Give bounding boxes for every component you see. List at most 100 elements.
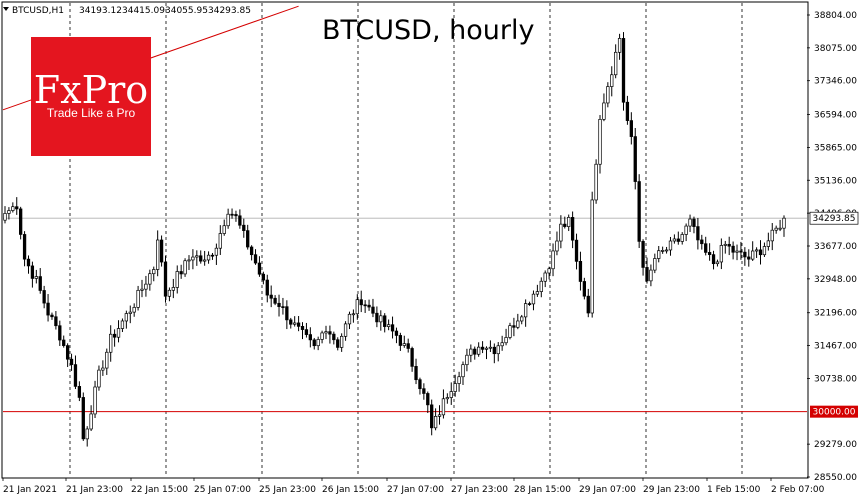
candle-body	[684, 225, 688, 235]
candle-body	[715, 261, 720, 265]
candle-body	[22, 234, 27, 260]
candle-body	[249, 246, 254, 256]
candle-body	[116, 328, 121, 338]
candle-body	[242, 224, 246, 231]
candle-body	[281, 306, 285, 308]
price-tick-label: 29279.00	[814, 440, 857, 450]
time-tick-label: 28 Jan 15:00	[514, 485, 571, 495]
candle-body	[34, 276, 38, 279]
candle-body	[296, 322, 301, 327]
candle-body	[394, 330, 399, 336]
ohlc-close: 34293.85	[208, 6, 251, 16]
ohlc-high: 34415.09	[122, 6, 165, 16]
candle-body	[367, 304, 371, 308]
candle-body	[179, 271, 183, 275]
candle-body	[93, 386, 97, 415]
candle-body	[543, 272, 547, 282]
current-price-tag: 34293.85	[809, 211, 859, 225]
logo-brand-text: FxPro	[34, 68, 148, 112]
candle-body	[621, 38, 626, 103]
candle-body	[668, 240, 673, 251]
candle-body	[539, 280, 543, 292]
ohlc-open: 34193.12	[79, 6, 122, 16]
candle-body	[480, 346, 485, 350]
candle-body	[347, 313, 352, 325]
time-tick-label: 25 Jan 23:00	[259, 485, 316, 495]
ohlc-low: 34055.95	[165, 6, 208, 16]
candle-body	[253, 254, 258, 264]
candle-body	[445, 397, 449, 400]
plot-frame	[1, 1, 809, 479]
candle-body	[406, 343, 410, 349]
candle-body	[257, 262, 262, 275]
price-tick-label: 31467.00	[814, 342, 857, 352]
candle-body	[136, 289, 140, 308]
candle-body	[633, 136, 637, 182]
candle-body	[163, 261, 168, 297]
candle-body	[69, 358, 74, 365]
candle-body	[707, 252, 712, 255]
candle-body	[402, 343, 406, 346]
candle-body	[598, 119, 602, 165]
candle-body	[758, 249, 763, 256]
candle-body	[457, 376, 461, 384]
price-tick-label: 36594.00	[814, 111, 857, 121]
price-tick-label: 32948.00	[814, 275, 857, 285]
candle-body	[26, 258, 31, 267]
candle-body	[465, 354, 469, 366]
candle-body	[3, 213, 7, 221]
candle-body	[109, 333, 113, 353]
candle-body	[492, 346, 496, 355]
candle-body	[159, 239, 164, 263]
candle-body	[625, 101, 630, 121]
candle-body	[101, 367, 105, 371]
price-tick-label: 35136.00	[814, 176, 857, 186]
candle-body	[30, 265, 35, 279]
candle-body	[469, 348, 473, 356]
candle-body	[672, 238, 677, 242]
candle-body	[617, 38, 622, 53]
candle-body	[85, 428, 89, 440]
candle-body	[567, 217, 571, 227]
candle-body	[175, 271, 179, 288]
candle-body	[246, 230, 250, 248]
candle-body	[700, 239, 704, 245]
time-tick-label: 25 Jan 07:00	[194, 485, 251, 495]
candle-body	[234, 214, 238, 217]
instrument-info: BTCUSD,H1 34193.12 34415.09 34055.95 342…	[3, 6, 251, 16]
candle-body	[688, 218, 692, 227]
candle-body	[289, 319, 293, 325]
candle-body	[484, 347, 489, 350]
candle-body	[340, 335, 344, 348]
candle-body	[614, 51, 618, 76]
logo-box	[31, 37, 151, 156]
price-tick-label: 28550.00	[814, 473, 857, 483]
candle-body	[778, 227, 782, 230]
candle-body	[774, 227, 778, 231]
current-price-label: 34293.85	[813, 214, 856, 224]
candle-body	[202, 259, 207, 262]
price-tick-label: 30738.00	[814, 374, 857, 384]
candle-body	[359, 299, 363, 306]
candle-body	[304, 329, 309, 335]
candle-body	[77, 386, 82, 398]
candle-body	[371, 306, 375, 314]
instrument-symbol: BTCUSD,H1	[12, 6, 64, 16]
candle-body	[156, 239, 160, 270]
candle-body	[610, 74, 614, 87]
candle-body	[390, 324, 395, 332]
candle-body	[488, 346, 493, 349]
candle-body	[269, 294, 273, 299]
time-tick-label: 1 Feb 15:00	[707, 485, 761, 495]
candle-body	[453, 383, 457, 392]
candle-body	[731, 245, 735, 253]
candle-body	[383, 315, 387, 327]
candle-body	[461, 364, 465, 378]
candle-body	[81, 397, 85, 440]
candle-body	[477, 346, 481, 355]
candle-body	[762, 246, 767, 256]
collapse-arrow-icon[interactable]	[3, 7, 9, 11]
candle-body	[363, 304, 367, 307]
price-tick-label: 38804.00	[814, 11, 857, 21]
candle-body	[132, 307, 136, 313]
